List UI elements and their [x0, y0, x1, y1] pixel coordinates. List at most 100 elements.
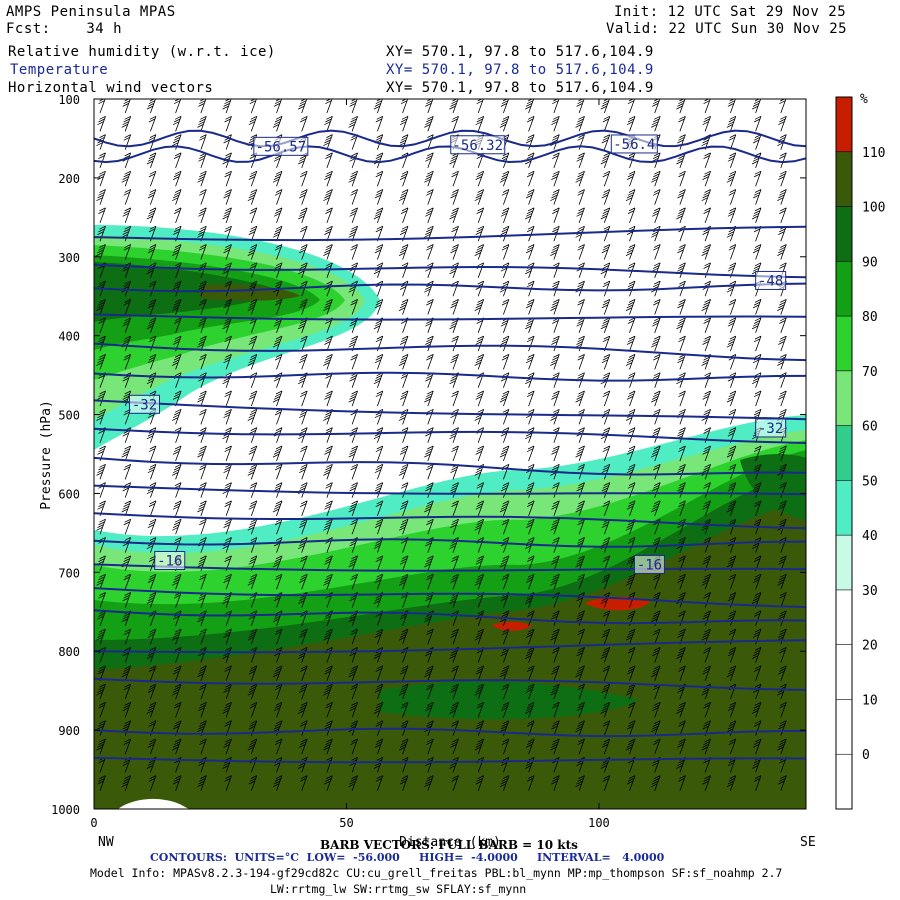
wind-barb: [525, 408, 535, 425]
wind-barb: [172, 500, 182, 517]
field-rh-xy: XY= 570.1, 97.8 to 517.6,104.9: [386, 44, 654, 60]
wind-barb: [779, 152, 787, 169]
wind-barb: [247, 518, 258, 535]
wind-barb: [753, 610, 762, 626]
wind-barb: [499, 170, 510, 187]
wind-barb: [146, 592, 157, 608]
wind-barb: [172, 518, 182, 535]
wind-barb: [96, 189, 106, 205]
wind-barb: [374, 518, 384, 535]
wind-barb: [627, 207, 636, 224]
wind-barb: [199, 573, 207, 590]
wind-barb: [627, 647, 636, 663]
wind-barb: [198, 372, 207, 388]
wind-barb: [625, 189, 636, 205]
wind-barb: [425, 702, 434, 718]
wind-barb: [550, 354, 560, 370]
wind-barb: [398, 299, 409, 315]
wind-barb: [272, 500, 283, 517]
wind-barb: [752, 573, 762, 590]
wind-barb: [525, 427, 535, 443]
wind-barb: [726, 280, 737, 297]
wind-barb: [552, 152, 560, 169]
wind-barb: [147, 463, 157, 480]
wind-barb: [451, 225, 459, 242]
wind-barb: [701, 683, 711, 700]
wind-barb: [526, 335, 535, 352]
temperature-isotherm: [94, 727, 806, 738]
wind-barb: [727, 207, 737, 224]
wind-barb: [273, 482, 283, 498]
wind-barb: [576, 592, 585, 608]
wind-barb: [425, 427, 434, 443]
temperature-isotherm: [94, 456, 806, 476]
wind-barb: [701, 463, 711, 480]
wind-barb: [676, 482, 686, 498]
wind-barb: [778, 445, 787, 462]
wind-barb: [500, 207, 510, 224]
wind-barb: [575, 720, 585, 736]
wind-barb: [677, 244, 686, 260]
wind-barb: [374, 463, 384, 480]
wind-barb: [577, 573, 585, 590]
temperature-isotherm: [94, 538, 806, 548]
wind-barb: [375, 445, 384, 462]
wind-barb: [552, 99, 560, 114]
contour-label-box: [755, 270, 787, 290]
rh-patch-90b: [740, 454, 806, 520]
wind-barb: [702, 720, 711, 736]
wind-barb: [247, 628, 258, 645]
wind-barb: [577, 628, 585, 645]
wind-barb: [625, 683, 636, 700]
wind-barb: [348, 390, 358, 407]
wind-barb: [476, 99, 484, 114]
wind-barb: [701, 628, 711, 645]
wind-barb: [550, 189, 560, 205]
wind-barb: [198, 317, 207, 333]
wind-barb: [172, 354, 182, 370]
wind-barb: [576, 99, 585, 114]
temperature-isotherm: [94, 371, 806, 382]
wind-barb: [451, 390, 459, 407]
wind-barb: [652, 99, 661, 114]
wind-barb: [173, 207, 182, 224]
wind-barb: [249, 372, 258, 388]
wind-barb: [349, 702, 358, 718]
wind-barb: [425, 207, 434, 224]
wind-barb: [652, 262, 661, 278]
wind-barb: [399, 170, 409, 187]
wind-barb: [651, 665, 661, 681]
wind-barb: [703, 152, 711, 169]
contour-label: -32: [758, 421, 783, 437]
wind-barb: [248, 445, 258, 462]
wind-barb: [751, 207, 762, 224]
wind-barb: [273, 207, 283, 224]
contour-label: -16: [637, 557, 662, 573]
wind-barb: [600, 99, 610, 114]
wind-barb: [123, 299, 132, 315]
wind-barb: [575, 610, 585, 626]
wind-barb: [323, 738, 333, 755]
wind-barb: [525, 317, 535, 333]
wind-barb: [97, 665, 106, 681]
barb-legend: BARB VECTORS: FULL BARB = 10 kts: [320, 838, 578, 852]
contour-label: -48: [758, 273, 783, 289]
wind-barb: [349, 372, 358, 388]
wind-barb: [247, 408, 258, 425]
wind-barb: [172, 299, 182, 315]
wind-barb: [272, 115, 283, 132]
wind-barb: [777, 408, 787, 425]
wind-barb: [677, 134, 686, 150]
wind-barb: [299, 518, 308, 535]
wind-barb: [122, 372, 132, 388]
wind-barb: [501, 518, 510, 535]
wind-barb: [424, 665, 434, 681]
wind-barb: [274, 738, 283, 755]
wind-barb: [627, 702, 636, 718]
wind-barb: [575, 170, 585, 187]
wind-barb: [97, 555, 106, 572]
wind-barb: [96, 738, 106, 755]
wind-barb: [400, 372, 409, 388]
wind-barb: [148, 115, 157, 132]
wind-barb: [350, 463, 358, 480]
